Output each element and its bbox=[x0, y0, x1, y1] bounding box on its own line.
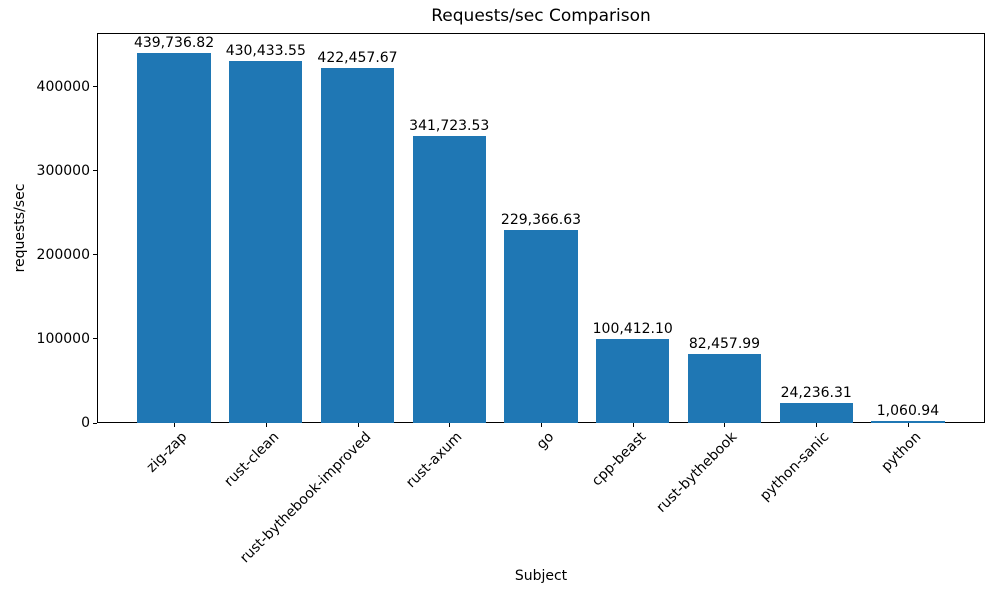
x-tick-mark bbox=[907, 423, 909, 427]
bar-value-label: 439,736.82 bbox=[133, 35, 215, 52]
bar-value-label: 82,457.99 bbox=[688, 335, 761, 352]
bar-value-label: 422,457.67 bbox=[317, 49, 398, 66]
y-tick-mark bbox=[93, 170, 97, 172]
x-tick-mark bbox=[265, 423, 267, 427]
bar-value-label: 430,433.55 bbox=[225, 43, 306, 60]
y-tick-mark bbox=[93, 86, 97, 88]
x-tick-mark bbox=[174, 423, 176, 427]
bar-rust-clean bbox=[229, 61, 303, 423]
bar-python bbox=[871, 421, 945, 423]
bar-value-label: 24,236.31 bbox=[780, 384, 852, 401]
y-axis-label: requests/sec bbox=[12, 183, 28, 273]
y-tick-mark bbox=[93, 338, 97, 340]
y-tick-label: 200000 bbox=[36, 246, 90, 263]
y-tick-label: 300000 bbox=[36, 162, 90, 179]
y-tick-label: 400000 bbox=[36, 78, 90, 95]
x-axis-label: Subject bbox=[514, 568, 568, 584]
y-tick-mark bbox=[93, 422, 97, 424]
y-tick-mark bbox=[93, 254, 97, 256]
x-tick-mark bbox=[724, 423, 726, 427]
chart-title: Requests/sec Comparison bbox=[431, 6, 651, 26]
bar-go bbox=[504, 230, 578, 423]
bar-python-sanic bbox=[779, 402, 853, 423]
x-tick-mark bbox=[816, 423, 818, 427]
y-tick-label: 0 bbox=[81, 415, 90, 431]
bar-zig-zap bbox=[137, 53, 211, 423]
y-tick-label: 100000 bbox=[36, 330, 90, 347]
x-tick-mark bbox=[632, 423, 634, 427]
x-tick-mark bbox=[541, 423, 542, 427]
bar-rust-bythebook bbox=[687, 353, 762, 423]
bar-cpp-beast bbox=[596, 338, 670, 423]
bar-value-label: 229,366.63 bbox=[500, 212, 582, 229]
bar-value-label: 100,412.10 bbox=[592, 320, 673, 337]
x-tick-mark bbox=[449, 423, 451, 427]
bar-rust-axum bbox=[412, 135, 486, 423]
bar-value-label: 341,723.53 bbox=[409, 117, 490, 134]
bar-rust-bythebook-improved bbox=[320, 67, 395, 423]
bar-value-label: 1,060.94 bbox=[876, 403, 940, 419]
x-tick-mark bbox=[357, 423, 359, 427]
